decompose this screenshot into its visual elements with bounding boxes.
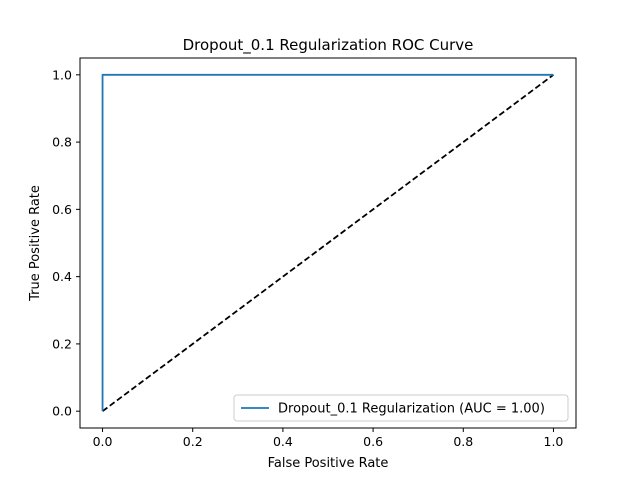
x-tick-label: 1.0 (544, 434, 564, 449)
plot-area (79, 57, 577, 429)
legend: Dropout_0.1 Regularization (AUC = 1.00) (233, 394, 569, 422)
y-tick-label: 0.0 (52, 404, 72, 419)
y-axis-title: True Positive Rate (28, 185, 43, 302)
y-tick-label: 0.4 (52, 269, 72, 284)
plot-frame (79, 57, 577, 429)
x-tick-label: 0.0 (93, 434, 113, 449)
y-axis: 0.0 0.2 0.4 0.6 0.8 1.0 (52, 67, 80, 419)
legend-label: Dropout_0.1 Regularization (AUC = 1.00) (278, 402, 545, 417)
y-tick-label: 0.8 (52, 135, 72, 150)
x-tick-label: 0.8 (453, 434, 473, 449)
chart-title: Dropout_0.1 Regularization ROC Curve (183, 36, 474, 55)
x-axis: 0.0 0.2 0.4 0.6 0.8 1.0 (93, 428, 564, 449)
roc-curve-line (101, 73, 554, 412)
y-tick-label: 0.6 (52, 202, 72, 217)
x-tick-label: 0.2 (183, 434, 203, 449)
series-layer (101, 73, 554, 412)
x-axis-title: False Positive Rate (268, 456, 389, 471)
chance-diagonal-line (102, 74, 554, 412)
y-tick-label: 1.0 (52, 67, 72, 82)
x-tick-label: 0.6 (363, 434, 383, 449)
x-tick-label: 0.4 (273, 434, 293, 449)
y-tick-label: 0.2 (52, 336, 72, 351)
legend-frame (233, 394, 569, 422)
